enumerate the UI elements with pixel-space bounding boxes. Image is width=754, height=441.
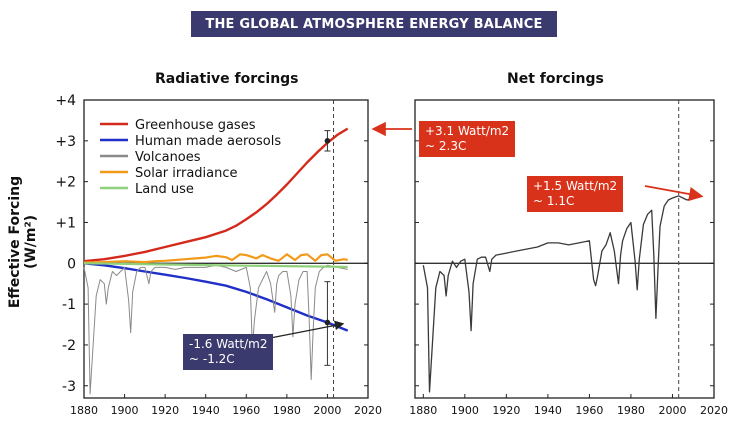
series-line-net <box>422 195 694 393</box>
callout-greenhouse-value: +3.1 Watt/m2 <box>425 124 510 138</box>
legend-label-volcanoes: Volcanoes <box>135 150 201 165</box>
panel-title-radiative: Radiative forcings <box>155 71 299 87</box>
callout-net: +1.5 Watt/m2 ~ 1.1C <box>527 176 624 212</box>
x-tick-label: 2020 <box>354 404 382 417</box>
x-tick-label: 1960 <box>232 404 260 417</box>
y-tick-label: 0 <box>67 256 76 272</box>
x-tick-label: 1880 <box>70 404 98 417</box>
y-tick-label: +4 <box>55 93 76 109</box>
arrow-aerosol <box>259 320 345 341</box>
error-bar-point <box>324 319 331 326</box>
callout-aerosol-temp: ~ -1.2C <box>189 352 235 366</box>
series-line-solar <box>83 253 348 264</box>
callout-aerosol: -1.6 Watt/m2 ~ -1.2C <box>183 334 274 370</box>
y-tick-label: -3 <box>62 379 76 395</box>
legend-label-aerosols: Human made aerosols <box>135 134 281 149</box>
x-tick-label: 1980 <box>273 404 301 417</box>
series-line-landuse <box>83 262 348 269</box>
x-tick-label: 1920 <box>492 404 520 417</box>
x-tick-label: 1880 <box>409 404 437 417</box>
x-tick-label: 1940 <box>534 404 562 417</box>
page-title: THE GLOBAL ATMOSPHERE ENERGY BALANCE <box>191 11 557 37</box>
y-tick-label: +1 <box>55 215 76 231</box>
y-tick-label: -2 <box>62 338 76 354</box>
y-tick-label: +3 <box>55 134 76 150</box>
legend-label-landuse: Land use <box>135 182 194 197</box>
arrow-net <box>644 185 704 202</box>
y-tick-label: -1 <box>62 297 76 313</box>
series-line-volcanoes <box>83 264 348 395</box>
legend-label-greenhouse: Greenhouse gases <box>135 118 256 133</box>
series-line-greenhouse <box>83 127 349 263</box>
x-tick-label: 2000 <box>313 404 341 417</box>
callout-net-value: +1.5 Watt/m2 <box>533 179 618 193</box>
x-tick-label: 1960 <box>575 404 603 417</box>
callout-greenhouse: +3.1 Watt/m2 ~ 2.3C <box>419 121 516 157</box>
x-tick-label: 1980 <box>617 404 645 417</box>
callout-net-temp: ~ 1.1C <box>533 194 575 208</box>
x-tick-label: 1940 <box>192 404 220 417</box>
x-tick-label: 2000 <box>658 404 686 417</box>
panel-title-net: Net forcings <box>507 71 604 87</box>
y-tick-label: +2 <box>55 175 76 191</box>
callout-greenhouse-temp: ~ 2.3C <box>425 139 467 153</box>
x-tick-label: 1900 <box>451 404 479 417</box>
x-tick-label: 1920 <box>151 404 179 417</box>
series-line-aerosols <box>83 262 349 332</box>
x-tick-label: 1900 <box>111 404 139 417</box>
legend-label-solar: Solar irradiance <box>135 166 238 181</box>
x-tick-label: 2020 <box>700 404 728 417</box>
callout-aerosol-value: -1.6 Watt/m2 <box>189 337 268 351</box>
error-bar-point <box>324 138 331 144</box>
